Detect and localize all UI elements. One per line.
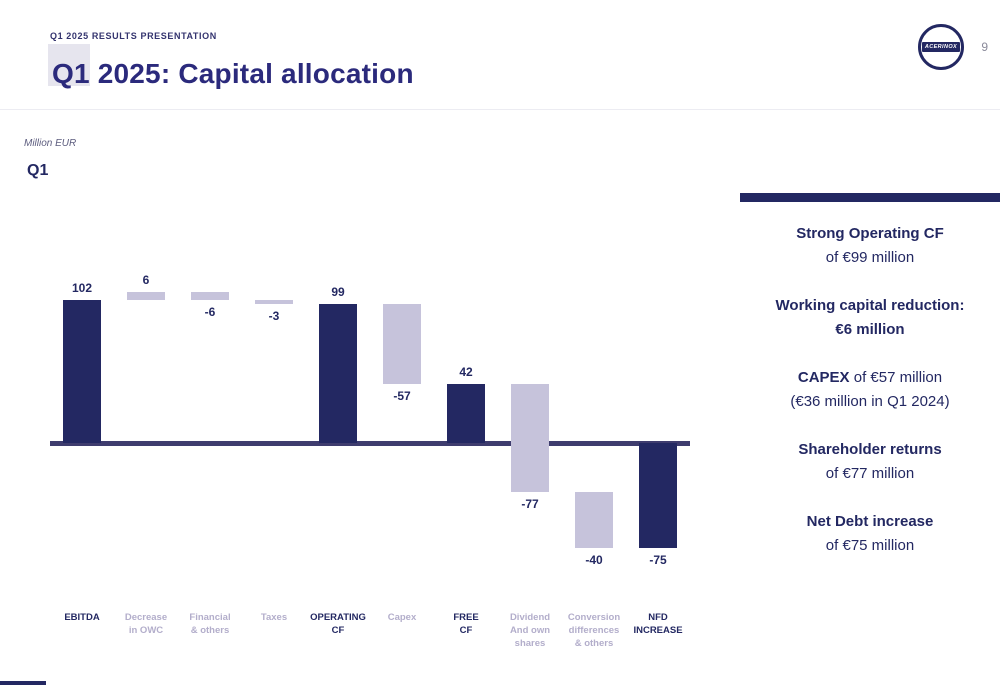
insights-panel-items: Strong Operating CF of €99 million Working… (740, 222, 1000, 558)
category-label: Financial & others (189, 612, 231, 636)
insight-line: Net Debt increase (806, 513, 934, 530)
bar-value-label: -40 (585, 553, 603, 567)
bar-capex (383, 304, 421, 385)
bar-value-label: -75 (649, 553, 667, 567)
category-label: OPERATING CF (310, 612, 366, 636)
insight-item: Strong Operating CF of €99 million (740, 222, 1000, 270)
insight-line: Strong Operating CF (796, 225, 944, 242)
bar-value-label: 102 (71, 281, 93, 296)
insight-item: Shareholder returns of €77 million (740, 438, 1000, 486)
bar-value-label: 6 (142, 272, 150, 287)
bar-ebitda (63, 300, 101, 443)
insight-line: CAPEX of €57 million (797, 369, 943, 386)
acerinox-logo-text: ACERINOX (921, 42, 961, 52)
bar-taxes (255, 300, 293, 305)
bar-value-label: -6 (204, 305, 216, 320)
bar-financial (191, 291, 229, 301)
category-label: Taxes (260, 612, 288, 623)
insight-item: Net Debt increase of €75 million (740, 510, 1000, 558)
insight-line: of €99 million (825, 249, 915, 266)
bar-value-label: -57 (393, 389, 411, 404)
bar-value-label: -3 (268, 309, 280, 324)
category-label: Conversion differences & others (567, 612, 621, 649)
chart-title: Q1 (27, 162, 49, 179)
insight-line: of €75 million (825, 537, 915, 554)
bar-free (447, 384, 485, 443)
bar-decrease (127, 291, 165, 301)
title-decoration-square (48, 44, 90, 86)
panel-accent-bar (740, 193, 1000, 202)
category-label: Decrease in OWC (124, 612, 168, 636)
insights-panel: Strong Operating CF of €99 million Working… (740, 193, 1000, 582)
insight-line: Shareholder returns (798, 441, 942, 458)
presentation-eyebrow: Q1 2025 RESULTS PRESENTATION (50, 31, 217, 41)
bar-operating (319, 304, 357, 443)
category-label: Dividend And own shares (509, 612, 551, 649)
acerinox-logo: ACERINOX (918, 24, 964, 70)
insight-line: of €77 million (825, 465, 915, 482)
unit-label: Million EUR (24, 138, 77, 149)
bar-conversion (575, 492, 613, 548)
category-label: Capex (387, 612, 417, 623)
insight-line: Working capital reduction: (775, 297, 965, 314)
category-label: EBITDA (64, 612, 100, 623)
insight-line: €6 million (835, 321, 905, 338)
bar-value-label: 99 (331, 285, 345, 300)
footer-accent-strip (0, 681, 46, 685)
bar-value-label: 42 (459, 365, 473, 380)
insight-item: Working capital reduction: €6 million (740, 294, 1000, 342)
bar-dividend (511, 384, 549, 492)
category-label: NFD INCREASE (633, 612, 683, 636)
zero-baseline (50, 441, 690, 446)
insight-item: CAPEX of €57 million (€36 million in Q1 2… (740, 366, 1000, 414)
page-number: 9 (981, 40, 988, 54)
slide-header: Q1 2025 RESULTS PRESENTATION Q1 2025: Ca… (0, 0, 1000, 110)
bar-value-label: -77 (521, 497, 539, 511)
page-title: Q1 2025: Capital allocation (52, 58, 414, 89)
waterfall-chart: 102 EBITDA 6 Decrease in OWC -6 Financial & o… (50, 193, 690, 663)
bar-nfd (639, 443, 677, 548)
insight-line: (€36 million in Q1 2024) (790, 393, 950, 410)
category-label: FREE CF (453, 612, 479, 636)
